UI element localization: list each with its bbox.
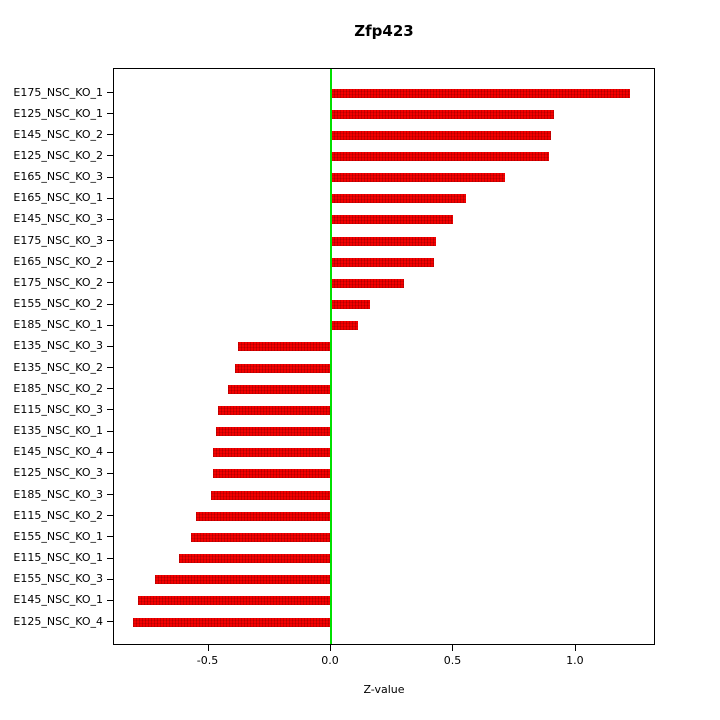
x-axis-tick-label: 0.0 (321, 654, 339, 667)
bar (330, 88, 630, 98)
y-axis-tick (107, 282, 113, 284)
y-axis-label: E135_NSC_KO_3 (13, 339, 103, 353)
bar (191, 532, 331, 542)
y-axis-tick (107, 197, 113, 199)
y-axis-label: E185_NSC_KO_1 (13, 318, 103, 332)
y-axis-tick (107, 155, 113, 157)
y-axis-label: E175_NSC_KO_1 (13, 85, 103, 99)
bar (137, 596, 331, 606)
y-axis-tick (107, 218, 113, 220)
y-axis-label: E115_NSC_KO_2 (13, 508, 103, 522)
y-axis-tick (107, 494, 113, 496)
plot-area (113, 68, 655, 645)
y-axis-label: E185_NSC_KO_2 (13, 381, 103, 395)
y-axis-tick (107, 409, 113, 411)
y-axis-tick (107, 367, 113, 369)
bar (330, 278, 405, 288)
y-axis-tick (107, 134, 113, 136)
y-axis-tick (107, 515, 113, 517)
y-axis-label: E175_NSC_KO_2 (13, 275, 103, 289)
x-axis-tick (574, 645, 576, 651)
y-axis-label: E145_NSC_KO_3 (13, 212, 103, 226)
y-axis-tick (107, 345, 113, 347)
bar (179, 554, 331, 564)
x-axis-title: Z-value (363, 683, 405, 696)
bar (228, 384, 331, 394)
bar (330, 321, 358, 331)
x-axis-tick (452, 645, 454, 651)
y-axis-label: E155_NSC_KO_1 (13, 529, 103, 543)
y-axis-label: E155_NSC_KO_2 (13, 297, 103, 311)
y-axis-tick (107, 451, 113, 453)
zero-reference-line (329, 69, 332, 644)
y-axis-label: E145_NSC_KO_4 (13, 445, 103, 459)
bar (330, 257, 434, 267)
bar (215, 427, 331, 437)
bar (213, 448, 331, 458)
y-axis-tick (107, 621, 113, 622)
bar (237, 342, 331, 352)
y-axis-label: E115_NSC_KO_3 (13, 402, 103, 416)
y-axis-label: E155_NSC_KO_3 (13, 572, 103, 586)
bar (235, 363, 331, 373)
y-axis-tick (107, 240, 113, 242)
y-axis-label: E135_NSC_KO_2 (13, 360, 103, 374)
y-axis-label: E185_NSC_KO_3 (13, 487, 103, 501)
y-axis-label: E165_NSC_KO_3 (13, 170, 103, 184)
y-axis-label: E165_NSC_KO_2 (13, 254, 103, 268)
y-axis-tick (107, 388, 113, 390)
y-axis-label: E125_NSC_KO_2 (13, 148, 103, 162)
y-axis-label: E125_NSC_KO_4 (13, 614, 103, 628)
x-axis-tick-label: -0.5 (196, 654, 219, 667)
y-axis-tick (107, 176, 113, 178)
y-axis-label: E125_NSC_KO_1 (13, 106, 103, 120)
y-axis-tick (107, 557, 113, 559)
x-axis-tick-label: 1.0 (566, 654, 584, 667)
y-axis-label: E115_NSC_KO_1 (13, 551, 103, 565)
y-axis-tick (107, 92, 113, 93)
bar (213, 469, 331, 479)
bar (330, 130, 552, 140)
y-axis-label: E175_NSC_KO_3 (13, 233, 103, 247)
y-axis-label: E135_NSC_KO_1 (13, 424, 103, 438)
bar (330, 109, 554, 119)
y-axis-label: E165_NSC_KO_1 (13, 191, 103, 205)
y-axis-label: E125_NSC_KO_3 (13, 466, 103, 480)
chart-title: Zfp423 (354, 22, 414, 40)
bar (132, 617, 331, 627)
bar (330, 236, 437, 246)
bar (210, 490, 331, 500)
x-axis-tick (207, 645, 209, 651)
bar (330, 215, 454, 225)
y-axis-tick (107, 536, 113, 538)
y-axis-label: E145_NSC_KO_2 (13, 127, 103, 141)
bar (154, 575, 331, 585)
y-axis-tick (107, 261, 113, 263)
y-axis-tick (107, 113, 113, 115)
x-axis-tick (329, 645, 331, 651)
y-axis-tick (107, 303, 113, 305)
bar (196, 511, 331, 521)
y-axis-tick (107, 472, 113, 474)
bar (330, 151, 549, 161)
y-axis-label: E145_NSC_KO_1 (13, 593, 103, 607)
bar (330, 194, 466, 204)
x-axis-tick-label: 0.5 (443, 654, 462, 667)
y-axis-tick (107, 324, 113, 326)
bar (330, 300, 371, 310)
y-axis-tick (107, 578, 113, 580)
y-axis-tick (107, 430, 113, 432)
y-axis-tick (107, 599, 113, 601)
bar (330, 173, 505, 183)
bar (218, 405, 331, 415)
